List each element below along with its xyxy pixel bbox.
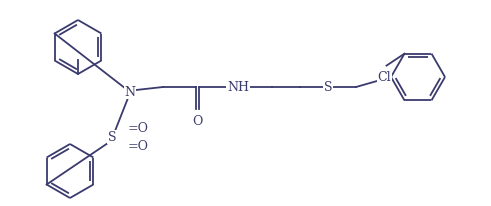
Text: S: S xyxy=(108,131,116,144)
Text: Cl: Cl xyxy=(378,70,391,83)
Text: =O: =O xyxy=(128,140,149,153)
Text: N: N xyxy=(125,86,136,99)
Text: O: O xyxy=(192,115,203,127)
Text: NH: NH xyxy=(227,81,249,94)
Text: S: S xyxy=(324,81,332,94)
Text: =O: =O xyxy=(128,122,149,135)
